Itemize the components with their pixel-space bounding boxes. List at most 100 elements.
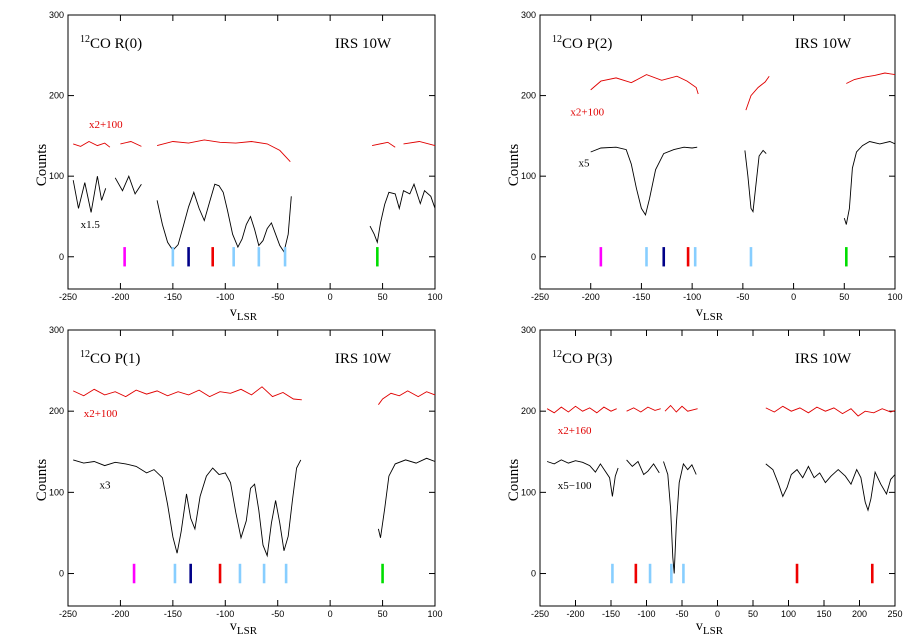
- title-molecule: CO R(0): [90, 36, 142, 52]
- x-tick-label: -150: [164, 292, 182, 302]
- x-tick-label: -200: [566, 609, 584, 619]
- x-axis-label: vLSR: [230, 305, 258, 323]
- x-axis-label-subscript: LSR: [703, 625, 724, 636]
- y-tick-label: 100: [521, 487, 536, 497]
- scale-annotation: x3: [99, 479, 111, 491]
- source-label: IRS 10W: [795, 351, 852, 367]
- x-tick-label: 200: [852, 609, 867, 619]
- y-axis-label: Counts: [34, 459, 50, 502]
- x-axis-label-subscript: LSR: [237, 625, 258, 636]
- spectrum-line-scaled-red: [546, 405, 617, 414]
- scale-annotation: x5: [579, 158, 591, 170]
- y-tick-label: 0: [59, 569, 64, 579]
- x-tick-label: -50: [675, 609, 688, 619]
- spectrum-line-scaled-red: [120, 141, 142, 147]
- x-axis-label-main: v: [230, 305, 237, 320]
- spectrum-line-scaled-black: [765, 463, 896, 512]
- spectrum-line-scaled-black: [843, 141, 896, 225]
- source-label: IRS 10W: [335, 351, 392, 367]
- x-tick-label: -150: [164, 609, 182, 619]
- spectrum-line-scaled-black: [546, 459, 619, 497]
- y-tick-label: 200: [521, 406, 536, 416]
- title-isotope: 12: [80, 349, 90, 360]
- panel-title: 12CO P(3): [552, 349, 612, 367]
- spectrum-line-scaled-black: [663, 461, 697, 574]
- spectrum-line-scaled-red: [73, 140, 111, 148]
- plot-frame: [539, 14, 896, 290]
- y-tick-label: 100: [521, 171, 536, 181]
- x-tick-label: 50: [378, 609, 388, 619]
- y-axis-label: Counts: [506, 144, 522, 187]
- plot-frame: [67, 14, 436, 290]
- scale-annotation: x5−100: [558, 480, 592, 492]
- scale-annotation: x1.5: [81, 219, 101, 231]
- title-isotope: 12: [80, 34, 90, 45]
- y-axis-label: Counts: [506, 459, 522, 502]
- panel-title: 12CO P(1): [80, 349, 140, 367]
- x-tick-label: -250: [59, 609, 77, 619]
- x-tick-label: 150: [816, 609, 831, 619]
- x-tick-label: 0: [328, 609, 333, 619]
- x-tick-label: -50: [736, 292, 749, 302]
- spectrum-line-scaled-red: [156, 139, 291, 163]
- x-tick-label: -200: [111, 292, 129, 302]
- spectrum-line-scaled-red: [664, 404, 698, 413]
- spectrum-line-scaled-black: [73, 459, 302, 558]
- y-tick-label: 0: [531, 252, 536, 262]
- title-molecule: CO P(1): [90, 351, 140, 367]
- y-tick-label: 300: [49, 325, 64, 335]
- spectrum-line-scaled-red: [626, 406, 661, 413]
- chart-panel-2: -250 -200 -150 -100 -50 0 50 100 0 100 200 300 x2+10…: [506, 10, 903, 323]
- y-axis-label: Counts: [34, 144, 50, 187]
- panel-title: 12CO P(2): [552, 34, 612, 52]
- x-tick-label: 50: [748, 609, 758, 619]
- y-tick-label: 200: [49, 406, 64, 416]
- spectrum-line-scaled-red: [590, 74, 699, 95]
- x-tick-label: -200: [582, 292, 600, 302]
- x-tick-label: -100: [216, 292, 234, 302]
- source-label: IRS 10W: [335, 36, 392, 52]
- y-tick-label: 100: [49, 487, 64, 497]
- spectrum-line-scaled-black: [156, 183, 292, 254]
- spectrum-line-scaled-black: [72, 176, 107, 213]
- spectrum-line-scaled-red: [372, 141, 396, 148]
- spectrum-line-scaled-red: [403, 141, 436, 147]
- spectrum-line-scaled-black: [744, 149, 767, 213]
- x-tick-label: 0: [715, 609, 720, 619]
- x-tick-label: -250: [531, 609, 549, 619]
- chart-panel-1: -250 -200 -150 -100 -50 0 50 100 0 100 200 300 x2+10…: [34, 10, 443, 323]
- spectrum-line-scaled-black: [626, 459, 660, 476]
- spectrum-line-scaled-red: [846, 72, 896, 84]
- x-axis-label: vLSR: [696, 305, 724, 323]
- x-tick-label: 250: [887, 609, 902, 619]
- scale-annotation: x2+160: [558, 425, 592, 437]
- y-tick-label: 300: [49, 10, 64, 20]
- x-tick-label: -250: [531, 292, 549, 302]
- y-tick-label: 200: [49, 91, 64, 101]
- x-axis-label-subscript: LSR: [703, 311, 724, 323]
- title-molecule: CO P(3): [562, 351, 612, 367]
- plot-frame: [67, 329, 436, 607]
- source-label: IRS 10W: [795, 36, 852, 52]
- y-tick-label: 100: [49, 171, 64, 181]
- y-tick-label: 0: [59, 252, 64, 262]
- chart-panel-4: -250 -200 -150 -100 -50 0 50 100 150 200 250 0 100 20…: [506, 325, 903, 636]
- spectrum-line-scaled-red: [745, 75, 770, 111]
- x-tick-label: -100: [683, 292, 701, 302]
- x-axis-label-subscript: LSR: [237, 311, 258, 323]
- x-tick-label: 0: [791, 292, 796, 302]
- spectrum-line-scaled-red: [765, 405, 896, 417]
- x-tick-label: -150: [602, 609, 620, 619]
- x-tick-label: -200: [111, 609, 129, 619]
- spectrum-line-scaled-black: [590, 146, 698, 217]
- x-axis-label: vLSR: [230, 619, 258, 636]
- spectrum-line-scaled-red: [378, 390, 436, 405]
- x-axis-label-main: v: [696, 619, 703, 634]
- spectrum-line-scaled-black: [369, 182, 436, 245]
- spectrum-line-scaled-black: [377, 457, 436, 538]
- x-tick-label: 50: [839, 292, 849, 302]
- chart-panel-3: -250 -200 -150 -100 -50 0 50 100 0 100 200 300 x2+10…: [34, 325, 443, 636]
- y-tick-label: 0: [531, 569, 536, 579]
- x-axis-label-main: v: [696, 305, 703, 320]
